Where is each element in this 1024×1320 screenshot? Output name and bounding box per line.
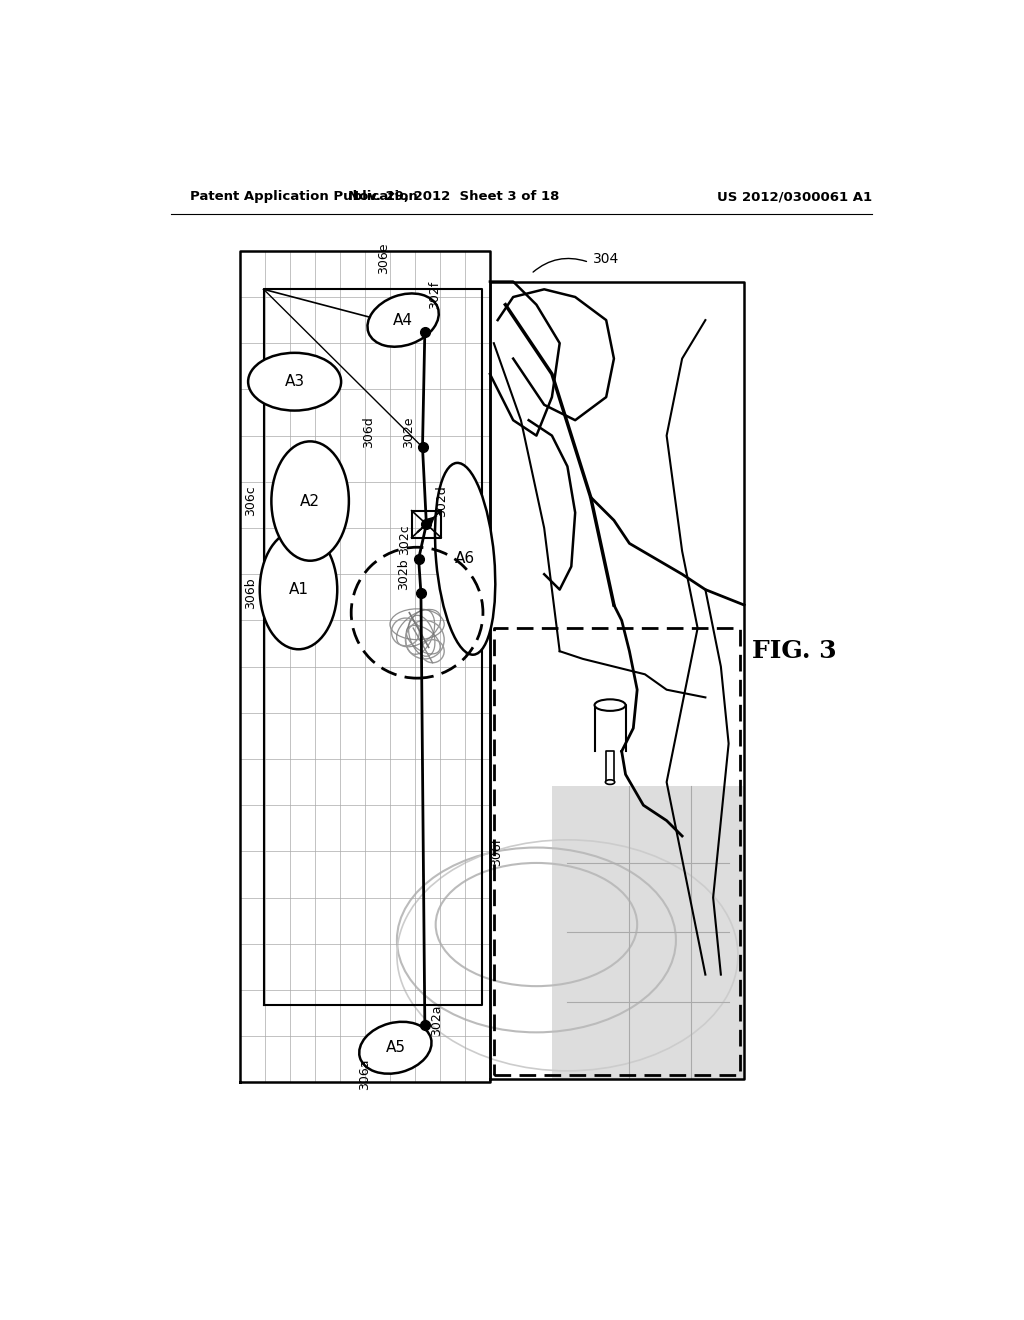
Text: 306e: 306e [377,243,390,275]
Polygon shape [552,785,744,1078]
Ellipse shape [605,780,614,784]
Text: A3: A3 [285,374,305,389]
Text: 302c: 302c [398,524,412,554]
Ellipse shape [271,441,349,561]
Text: 304: 304 [593,252,620,265]
Ellipse shape [359,1022,431,1073]
Text: 302b: 302b [397,558,411,590]
Text: 306c: 306c [244,486,257,516]
Text: Nov. 29, 2012  Sheet 3 of 18: Nov. 29, 2012 Sheet 3 of 18 [348,190,559,203]
Text: A6: A6 [455,552,475,566]
Ellipse shape [595,700,626,711]
Ellipse shape [248,352,341,411]
Text: 302a: 302a [430,1005,443,1036]
Ellipse shape [368,293,438,347]
Text: 306a: 306a [357,1059,371,1090]
Text: 306b: 306b [244,578,257,610]
Text: A4: A4 [393,313,413,327]
Ellipse shape [435,463,496,655]
Text: 302d: 302d [435,486,449,517]
Text: 302f: 302f [428,280,440,309]
Text: Patent Application Publication: Patent Application Publication [190,190,418,203]
Text: A5: A5 [385,1040,406,1055]
Text: A2: A2 [300,494,321,508]
Ellipse shape [260,529,337,649]
Text: US 2012/0300061 A1: US 2012/0300061 A1 [717,190,872,203]
Text: FIG. 3: FIG. 3 [753,639,837,663]
Text: A1: A1 [289,582,308,597]
Text: 302e: 302e [402,416,415,447]
Text: 306d: 306d [361,416,375,447]
Text: 306f: 306f [489,837,503,866]
